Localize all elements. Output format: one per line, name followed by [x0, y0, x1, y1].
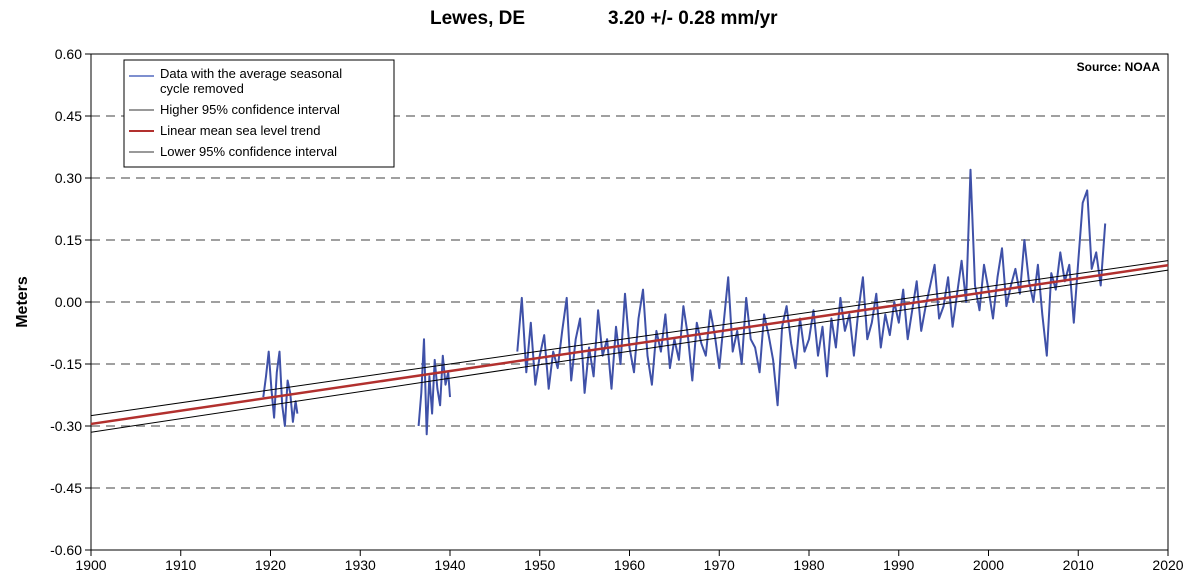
x-tick-label: 2000 — [973, 557, 1004, 573]
legend-label-data-line1: Data with the average seasonal — [160, 66, 342, 81]
lower-ci-line — [90, 269, 1169, 433]
y-axis: 0.60 0.45 0.30 0.15 0.00 -0.15 -0.30 -0.45 -0.60 — [50, 46, 91, 558]
y-tick-label: 0.30 — [55, 170, 82, 186]
y-tick-label: -0.45 — [50, 480, 82, 496]
x-tick-label: 1980 — [793, 557, 824, 573]
chart-title: Lewes, DE 3.20 +/- 0.28 mm/yr — [430, 8, 778, 29]
chart-title-trend: 3.20 +/- 0.28 mm/yr — [608, 8, 778, 29]
chart-title-location: Lewes, DE — [430, 8, 525, 29]
higher-ci-line — [90, 260, 1169, 417]
legend-box — [123, 59, 395, 168]
y-tick-label: 0.15 — [55, 232, 82, 248]
legend-label-higher-ci: Higher 95% confidence interval — [160, 102, 340, 117]
x-tick-label: 1970 — [704, 557, 735, 573]
y-tick-label: 0.60 — [55, 46, 82, 62]
x-tick-label: 2010 — [1063, 557, 1094, 573]
y-tick-label: -0.60 — [50, 542, 82, 558]
data-series-line — [262, 350, 299, 427]
x-tick-label: 1950 — [524, 557, 555, 573]
x-tick-label: 1930 — [345, 557, 376, 573]
x-tick-label: 1910 — [165, 557, 196, 573]
legend: Data with the average seasonal cycle rem… — [123, 59, 395, 168]
data-series — [90, 168, 1169, 436]
legend-label-lower-ci: Lower 95% confidence interval — [160, 144, 337, 159]
x-tick-label: 1990 — [883, 557, 914, 573]
y-axis-label: Meters — [14, 276, 31, 328]
x-tick-label: 1960 — [614, 557, 645, 573]
y-tick-label: 0.00 — [55, 294, 82, 310]
y-tick-label: 0.45 — [55, 108, 82, 124]
data-series-line — [417, 338, 451, 436]
legend-label-data-line2: cycle removed — [160, 81, 244, 96]
y-tick-label: -0.30 — [50, 418, 82, 434]
x-tick-label: 2020 — [1152, 557, 1183, 573]
source-note: Source: NOAA — [1077, 60, 1161, 74]
data-series-line — [516, 168, 1107, 407]
x-axis: 1900 1910 1920 1930 1940 1950 1960 1970 1980 1990… — [75, 550, 1183, 573]
x-tick-label: 1940 — [434, 557, 465, 573]
x-tick-label: 1900 — [75, 557, 106, 573]
x-tick-label: 1920 — [255, 557, 286, 573]
legend-label-trend: Linear mean sea level trend — [160, 123, 320, 138]
y-tick-label: -0.15 — [50, 356, 82, 372]
trend-line — [90, 263, 1169, 426]
